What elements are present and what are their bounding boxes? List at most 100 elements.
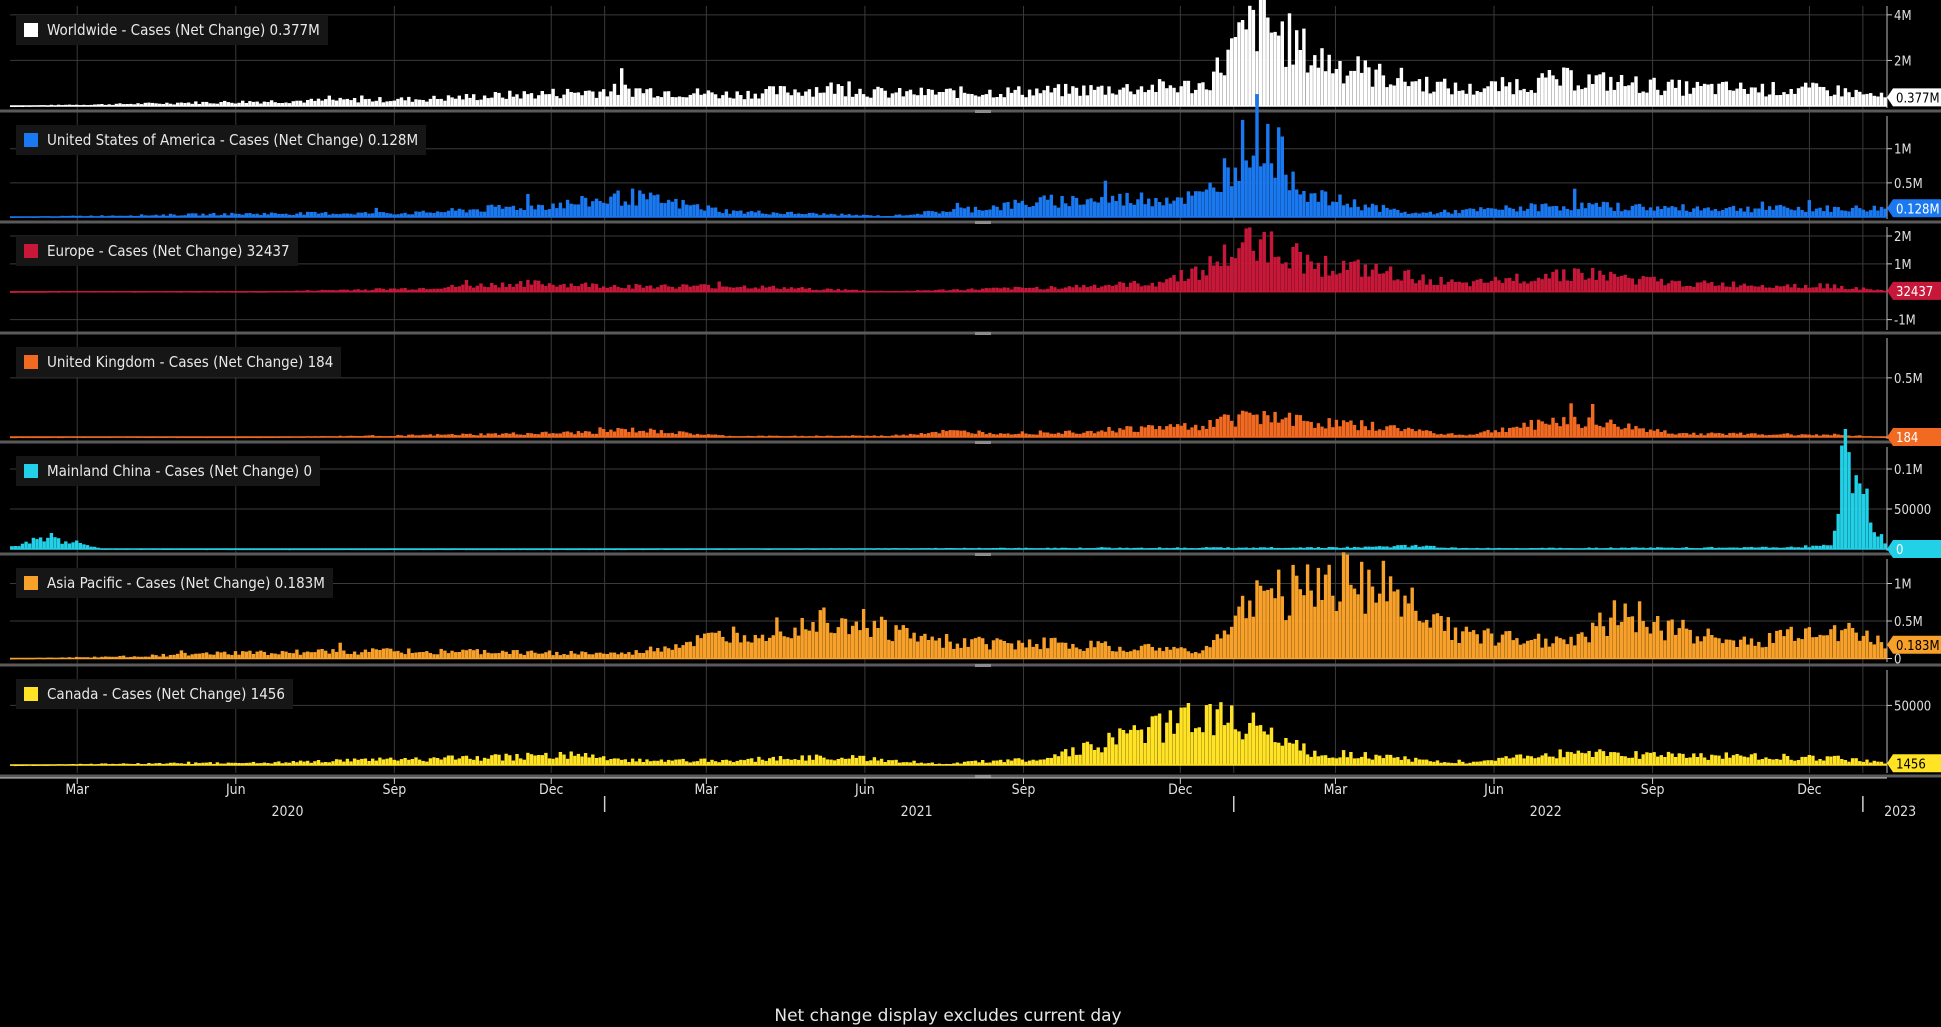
bar-mark	[609, 196, 613, 217]
bar-mark	[526, 651, 530, 659]
bar-mark	[930, 432, 934, 437]
bar-mark	[1710, 432, 1714, 437]
bar-mark	[1576, 750, 1580, 765]
panel-resize-handle[interactable]	[975, 775, 991, 778]
bar-mark	[204, 101, 209, 106]
bar-mark	[1767, 287, 1772, 292]
bar-mark	[226, 654, 230, 659]
bar-mark	[634, 650, 638, 659]
bar-mark	[150, 215, 155, 217]
panel-resize-handle[interactable]	[975, 553, 991, 556]
bar-mark	[1161, 282, 1165, 292]
bar-mark	[1179, 197, 1183, 217]
panel-resize-handle[interactable]	[975, 221, 991, 224]
bar-mark	[201, 101, 205, 106]
bar-mark	[111, 215, 115, 217]
legend-entry[interactable]: Worldwide - Cases (Net Change) 0.377M	[16, 15, 328, 45]
bar-mark	[421, 760, 425, 765]
bar-mark	[973, 206, 978, 217]
bar-mark	[1497, 432, 1501, 437]
bar-mark	[230, 654, 234, 659]
bar-mark	[508, 206, 512, 217]
bar-mark	[753, 212, 757, 217]
bar-mark	[1804, 211, 1808, 217]
bar-mark	[331, 290, 335, 292]
legend-entry[interactable]: Mainland China - Cases (Net Change) 0	[16, 456, 321, 486]
bar-mark	[1551, 75, 1555, 106]
bar-mark	[1222, 725, 1227, 765]
bar-mark	[1757, 759, 1761, 765]
bar-mark	[1836, 207, 1840, 217]
bar-mark	[1497, 757, 1501, 766]
bar-mark	[1100, 286, 1104, 292]
bar-mark	[894, 759, 898, 765]
panel-resize-handle[interactable]	[975, 664, 991, 667]
legend-entry[interactable]: Canada - Cases (Net Change) 1456	[16, 679, 293, 709]
bar-mark	[526, 94, 530, 106]
bar-mark	[1829, 435, 1833, 437]
bar-mark	[944, 431, 949, 437]
bar-mark	[1114, 201, 1118, 217]
bar-mark	[1681, 95, 1685, 106]
bar-mark	[648, 88, 653, 106]
legend-entry[interactable]: Asia Pacific - Cases (Net Change) 0.183M	[16, 568, 333, 598]
bar-mark	[414, 99, 418, 106]
bar-mark	[952, 90, 956, 106]
bar-mark	[1522, 281, 1526, 292]
bar-mark	[1320, 48, 1324, 106]
panel-resize-handle[interactable]	[975, 441, 991, 444]
bar-mark	[1832, 530, 1837, 549]
bar-mark	[1854, 205, 1858, 217]
bar-mark	[396, 434, 400, 437]
bar-mark	[1006, 287, 1010, 292]
bar-mark	[1659, 630, 1663, 659]
bar-mark	[327, 95, 331, 106]
bar-mark	[681, 200, 685, 217]
bar-mark	[1432, 545, 1436, 549]
panel-resize-handle[interactable]	[975, 110, 991, 113]
bar-mark	[1190, 268, 1194, 292]
bar-mark	[876, 215, 880, 217]
bar-mark	[800, 287, 804, 292]
bar-mark	[800, 214, 804, 217]
bar-mark	[1381, 758, 1386, 765]
bar-mark	[378, 757, 382, 766]
bar-mark	[558, 202, 563, 217]
bar-mark	[309, 98, 313, 106]
bar-mark	[1035, 202, 1039, 217]
bar-mark	[338, 214, 342, 217]
bar-mark	[1627, 617, 1631, 659]
bar-mark	[389, 213, 393, 217]
bar-mark	[793, 759, 797, 765]
bar-mark	[1009, 643, 1014, 659]
bar-mark	[1103, 431, 1108, 437]
bar-mark	[919, 214, 923, 217]
bar-mark	[183, 103, 187, 106]
bar-mark	[612, 652, 617, 659]
bar-mark	[937, 433, 942, 437]
bar-mark	[641, 93, 646, 106]
legend-entry[interactable]: Europe - Cases (Net Change) 32437	[16, 236, 298, 266]
bar-mark	[1536, 419, 1541, 437]
bar-mark	[1370, 86, 1375, 106]
bar-mark	[966, 289, 970, 292]
bar-mark	[789, 638, 794, 659]
bar-mark	[1601, 626, 1606, 659]
legend-entry[interactable]: United Kingdom - Cases (Net Change) 184	[16, 347, 342, 377]
bar-mark	[1544, 423, 1548, 437]
bar-mark	[822, 213, 826, 217]
legend-entry[interactable]: United States of America - Cases (Net Ch…	[16, 125, 427, 155]
bar-mark	[1183, 707, 1187, 765]
bar-mark	[1818, 207, 1822, 217]
bar-mark	[1255, 94, 1259, 217]
panel-resize-handle[interactable]	[975, 332, 991, 335]
bar-mark	[1258, 424, 1263, 437]
bar-mark	[1248, 600, 1252, 659]
bar-mark	[1515, 754, 1519, 765]
bar-mark	[753, 761, 757, 765]
bar-mark	[186, 213, 191, 217]
bar-mark	[1601, 72, 1606, 106]
bar-mark	[482, 95, 487, 106]
bar-mark	[659, 285, 664, 292]
bar-mark	[1814, 208, 1819, 217]
